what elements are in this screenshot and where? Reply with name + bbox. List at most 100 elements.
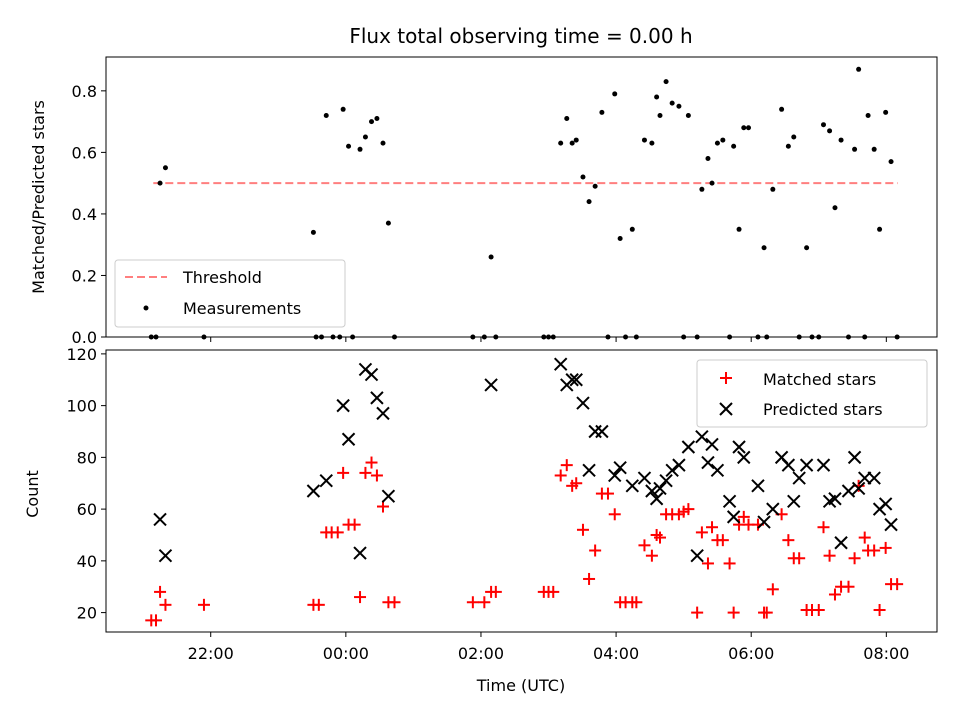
bottom-y-tick-label: 60 — [77, 500, 97, 519]
predicted-star-point — [781, 458, 796, 472]
top-plot-frame — [105, 56, 938, 338]
measurement-point — [699, 186, 705, 192]
measurement-point — [612, 91, 618, 97]
bottom-panel: 20 40 60 80 100 120 22:00 00:00 02:00 04:00 06:00… — [23, 345, 938, 695]
bottom-y-tick-label: 100 — [66, 397, 97, 416]
measurement-point — [761, 245, 767, 251]
predicted-star-point — [665, 463, 679, 478]
measurement-point — [599, 109, 605, 115]
predicted-star-point — [690, 548, 704, 563]
measurement-point — [162, 165, 168, 171]
predicted-star-point — [613, 461, 627, 475]
matched-star-point — [478, 596, 491, 609]
bottom-x-tick-label: 00:00 — [323, 644, 369, 663]
measurement-points-layer — [148, 66, 900, 340]
predicted-legend-swatch — [719, 402, 733, 416]
predicted-star-point — [792, 471, 806, 485]
predicted-star-point — [816, 458, 831, 472]
matched-star-point — [848, 552, 861, 565]
predicted-star-point — [757, 515, 771, 529]
matched-star-point — [842, 580, 855, 593]
predicted-star-point — [751, 479, 765, 493]
top-y-tick-label: 0.2 — [72, 266, 97, 285]
measurement-point — [569, 140, 575, 146]
predicted-star-point — [484, 378, 498, 392]
top-y-tick-label: 0.4 — [72, 205, 97, 224]
predicted-star-point — [732, 440, 746, 454]
measurement-point — [832, 205, 838, 211]
measurement-point — [362, 134, 368, 140]
measurement-point — [804, 245, 810, 251]
matched-star-point — [701, 557, 714, 570]
predicted-star-point — [306, 484, 321, 498]
matched-star-point — [554, 469, 567, 482]
predicted-star-point — [336, 398, 350, 413]
predicted-star-point — [381, 489, 396, 503]
matched-star-point — [489, 585, 502, 598]
measurement-point — [663, 79, 669, 85]
bottom-x-axis-ticks: 22:00 00:00 02:00 04:00 06:00 08:00 — [188, 632, 909, 663]
matched-star-point — [608, 508, 621, 521]
bottom-y-tick-label: 120 — [66, 345, 97, 364]
measurement-point — [705, 156, 711, 162]
measurement-point — [592, 183, 598, 189]
measurement-point — [709, 180, 715, 186]
measurement-point — [741, 125, 747, 131]
matched-star-point — [812, 604, 825, 617]
predicted-star-point — [653, 481, 667, 496]
count-points-layer — [145, 357, 904, 627]
measurement-point — [871, 146, 877, 152]
measurement-point — [654, 94, 660, 100]
matched-star-point — [589, 544, 602, 557]
predicted-star-point — [370, 391, 384, 405]
matched-star-point — [359, 466, 372, 479]
matched-star-point — [354, 591, 367, 604]
matched-star-point — [654, 531, 666, 544]
measurement-point — [720, 137, 726, 143]
bottom-x-tick-label: 08:00 — [863, 644, 909, 663]
measurement-point — [852, 146, 858, 152]
measurement-point — [385, 220, 391, 226]
matched-star-point — [337, 466, 350, 479]
predicted-star-point — [645, 484, 659, 498]
predicted-star-point — [766, 502, 780, 516]
matched-star-point — [766, 583, 779, 596]
predicted-star-point — [828, 492, 842, 506]
predicted-star-point — [153, 512, 167, 527]
predicted-star-point — [625, 479, 640, 493]
measurement-point — [629, 226, 635, 232]
matched-star-point — [466, 596, 479, 609]
measurement-point — [374, 116, 380, 122]
matched-star-point — [630, 596, 643, 609]
top-legend-box — [114, 259, 346, 328]
chart-title: Flux total observing time = 0.00 h — [349, 24, 692, 48]
predicted-star-point — [841, 484, 856, 498]
matched-star-point — [365, 456, 378, 469]
predicted-star-point — [847, 450, 862, 465]
predicted-star-point — [565, 373, 579, 387]
top-x-axis-ticks — [210, 337, 887, 342]
top-y-tick-label: 0.0 — [72, 328, 97, 347]
predicted-star-point — [681, 440, 696, 454]
predicted-star-point — [576, 396, 590, 410]
predicted-star-point — [569, 373, 583, 387]
predicted-star-point — [695, 429, 709, 444]
x-axis-label: Time (UTC) — [476, 676, 565, 695]
bottom-legend-box — [696, 359, 928, 428]
bottom-y-tick-label: 20 — [77, 604, 97, 623]
measurement-point — [657, 112, 663, 118]
matched-star-point — [716, 534, 729, 547]
measurement-point — [883, 109, 889, 115]
matched-star-point — [348, 518, 361, 531]
bottom-y-axis-label: Count — [23, 470, 42, 518]
predicted-star-point — [867, 471, 881, 485]
measurement-point — [838, 137, 844, 143]
matched-star-point — [828, 588, 841, 601]
measurement-point — [685, 112, 691, 118]
matched-star-point — [737, 510, 750, 523]
bottom-y-axis-ticks: 20 40 60 80 100 120 — [66, 345, 106, 623]
bottom-x-tick-label: 06:00 — [728, 644, 774, 663]
measurement-point — [888, 159, 894, 165]
bottom-y-tick-label: 80 — [77, 448, 97, 467]
predicted-star-point — [158, 548, 173, 563]
